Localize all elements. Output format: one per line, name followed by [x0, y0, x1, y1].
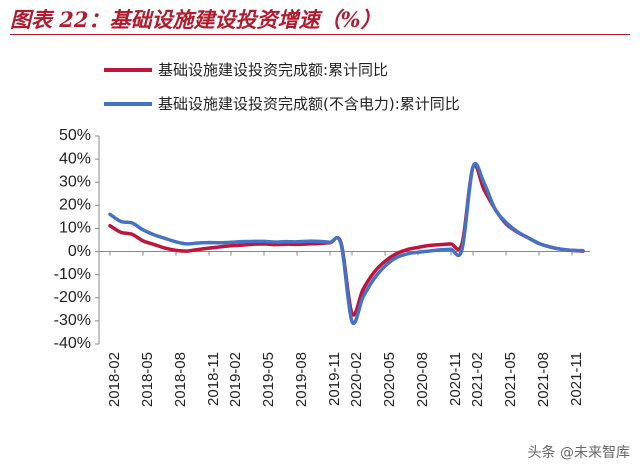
watermark: 头条 @未来智库: [527, 445, 630, 461]
x-tick-label: 2019-08: [293, 352, 310, 407]
y-tick-label: 20%: [59, 197, 91, 214]
title-rule: [10, 34, 630, 35]
y-tick-label: -20%: [54, 289, 91, 306]
x-tick-label: 2018-05: [139, 352, 156, 407]
series-layer: [108, 162, 585, 326]
y-tick-label: 0%: [68, 243, 91, 260]
x-tick-label: 2020-11: [447, 352, 464, 406]
x-tick-label: 2020-02: [348, 352, 365, 407]
x-tick-label: 2018-02: [106, 352, 123, 407]
x-tick-label: 2018-11: [205, 352, 222, 406]
x-tick-label: 2021-08: [535, 352, 552, 407]
x-tick-label: 2021-05: [502, 352, 519, 407]
series-line-2: [108, 162, 585, 326]
figure-title: 图表 22：基础设施建设投资增速（%）: [10, 7, 382, 32]
y-tick-label: -40%: [54, 335, 91, 352]
legend: 基础设施建设投资完成额:累计同比 基础设施建设投资完成额(不含电力):累计同比: [104, 61, 460, 113]
x-tick-label: 2020-08: [414, 352, 431, 407]
y-tick-label: -30%: [54, 312, 91, 329]
legend-label-series-2: 基础设施建设投资完成额(不含电力):累计同比: [158, 95, 460, 113]
x-tick-label: 2019-02: [227, 352, 244, 407]
y-tick-label: -10%: [54, 266, 91, 283]
x-tick-label: 2019-11: [326, 352, 343, 406]
legend-label-series-1: 基础设施建设投资完成额:累计同比: [158, 61, 388, 79]
y-tick-label: 30%: [59, 173, 91, 190]
x-tick-label: 2021-02: [469, 352, 486, 407]
x-tick-label: 2019-05: [260, 352, 277, 407]
y-tick-label: 10%: [59, 220, 91, 237]
x-tick-label: 2020-05: [381, 352, 398, 407]
x-tick-label: 2021-11: [568, 352, 585, 406]
y-tick-label: 50%: [59, 127, 91, 144]
y-axis: 50% 40% 30% 20% 10% 0% -10% -20% -30% -40%: [54, 127, 100, 352]
y-tick-label: 40%: [59, 150, 91, 167]
x-tick-label: 2018-08: [172, 352, 189, 407]
